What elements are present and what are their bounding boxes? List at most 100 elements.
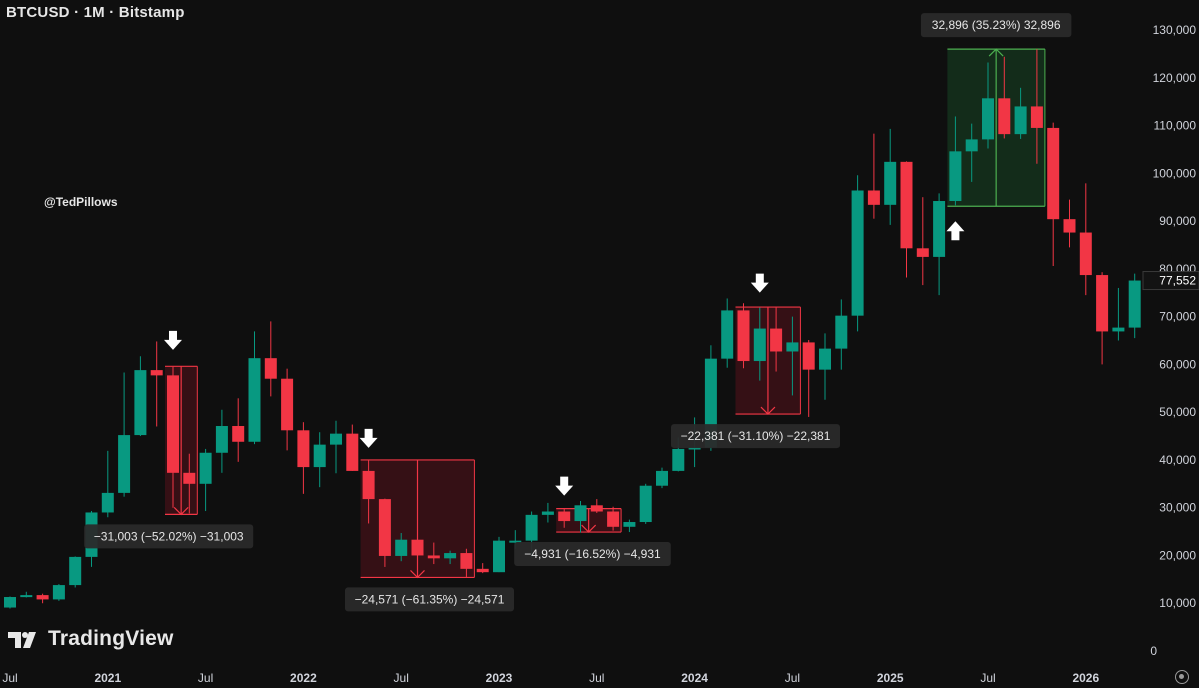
candle-body-2025-05 <box>949 151 962 202</box>
measure-label-0: −31,003 (−52.02%) −31,003 <box>94 529 244 543</box>
candle-body-2024-07 <box>786 342 799 352</box>
measure-label-4: 32,896 (35.23%) 32,896 <box>932 18 1061 32</box>
measure-label-3: −22,381 (−31.10%) −22,381 <box>681 429 831 443</box>
candle-body-2023-08 <box>607 511 620 527</box>
candle-body-2024-10 <box>835 315 848 349</box>
candle-body-2021-08 <box>215 426 228 453</box>
candle-body-2023-01 <box>493 540 505 573</box>
candle-body-2022-10 <box>444 553 457 559</box>
y-tick-label: 40,000 <box>1159 453 1196 467</box>
measure-label-2: −4,931 (−16.52%) −4,931 <box>524 547 661 561</box>
x-tick-label: 2025 <box>877 671 904 685</box>
tradingview-logo-text: TradingView <box>48 627 174 650</box>
candle-body-2021-10 <box>248 358 261 442</box>
candle-body-2023-09 <box>623 522 636 527</box>
arrow-down-icon <box>164 330 182 350</box>
candle-body-2021-12 <box>281 378 294 431</box>
candle-body-2025-11 <box>1047 127 1060 220</box>
chart-title: BTCUSD · 1M · Bitstamp <box>6 4 185 21</box>
measure-label-box-1 <box>345 587 514 612</box>
candle-body-2022-09 <box>427 555 440 559</box>
candle-body-2022-11 <box>460 553 473 569</box>
x-tick-label: 2021 <box>94 671 121 685</box>
x-tick-label: 2026 <box>1072 671 1099 685</box>
y-tick-label: 20,000 <box>1159 548 1196 562</box>
candle-body-2025-04 <box>933 201 946 257</box>
candle-body-2025-07 <box>982 98 994 140</box>
x-tick-label: Jul <box>785 671 800 685</box>
x-tick-label: 2024 <box>681 671 708 685</box>
measure-label-box-0 <box>84 524 254 549</box>
y-tick-label: 70,000 <box>1159 310 1196 324</box>
candle-body-2026-02 <box>1096 275 1109 332</box>
y-tick-label: 30,000 <box>1159 501 1196 515</box>
candle-body-2020-11 <box>69 556 82 586</box>
measure-label-box-2 <box>514 542 671 567</box>
x-tick-label: Jul <box>589 671 604 685</box>
axis-settings-icon[interactable] <box>1175 670 1189 684</box>
candle-body-2025-09 <box>1014 106 1027 135</box>
candle-body-2023-07 <box>590 505 603 512</box>
measure-arrow-head-1 <box>410 570 425 579</box>
y-tick-label: 0 <box>1150 644 1157 658</box>
candle-body-2023-11 <box>656 470 668 486</box>
candle-body-2023-03 <box>525 514 538 541</box>
candle-body-2025-10 <box>1030 106 1043 128</box>
candle-body-2025-12 <box>1063 219 1076 233</box>
candle-body-2020-08 <box>20 595 33 598</box>
candle-body-2021-04 <box>150 370 163 376</box>
tradingview-logo-icon <box>8 632 36 648</box>
last-price-badge <box>1142 271 1199 291</box>
candle-body-2025-08 <box>998 98 1011 135</box>
measure-label-box-3 <box>671 424 840 449</box>
candle-body-2022-04 <box>346 433 359 471</box>
candle-body-2023-05 <box>558 511 571 522</box>
y-tick-label: 90,000 <box>1159 214 1196 228</box>
candle-body-2021-05 <box>167 375 179 473</box>
y-tick-label: 100,000 <box>1153 166 1197 180</box>
arrow-down-icon <box>359 428 378 448</box>
candle-body-2022-08 <box>411 539 424 556</box>
y-tick-label: 60,000 <box>1159 357 1196 371</box>
arrow-down-icon <box>750 273 769 293</box>
candle-body-2022-01 <box>297 430 310 468</box>
candle-body-2026-03 <box>1112 327 1125 332</box>
candle-body-2024-03 <box>721 310 734 359</box>
candle-body-2023-12 <box>672 448 685 471</box>
x-tick-label: Jul <box>2 671 17 685</box>
x-tick-label: Jul <box>198 671 213 685</box>
y-tick-label: 120,000 <box>1153 71 1197 85</box>
candle-body-2022-05 <box>362 470 375 500</box>
candle-body-2021-09 <box>232 426 245 442</box>
candle-body-2020-07 <box>4 597 16 608</box>
x-tick-label: Jul <box>980 671 995 685</box>
candle-body-2024-11 <box>851 190 864 316</box>
candle-body-2021-11 <box>264 358 277 379</box>
y-tick-label: 130,000 <box>1153 23 1197 37</box>
candle-body-2022-12 <box>476 568 489 573</box>
measure-label-1: −24,571 (−61.35%) −24,571 <box>355 592 505 606</box>
measure-arrow-head-4 <box>988 48 1004 57</box>
candle-body-2026-04 <box>1128 280 1141 328</box>
candle-body-2022-07 <box>395 539 408 556</box>
candle-body-2020-09 <box>36 595 49 600</box>
candle-body-2023-10 <box>639 485 652 523</box>
candle-body-2024-12 <box>867 190 880 205</box>
arrow-up-icon <box>946 221 965 241</box>
candle-body-2025-03 <box>916 248 929 257</box>
x-tick-label: 2023 <box>486 671 513 685</box>
y-tick-label: 110,000 <box>1154 119 1197 133</box>
candle-body-2024-01 <box>688 447 701 450</box>
candle-body-2025-06 <box>965 139 978 152</box>
measure-label-box-4 <box>920 13 1072 38</box>
candle-body-2021-07 <box>199 452 212 484</box>
candle-body-2021-01 <box>101 492 114 513</box>
measure-arrow-head-3 <box>760 406 776 415</box>
candle-body-2021-06 <box>183 472 196 484</box>
candle-body-2026-01 <box>1079 232 1092 276</box>
author-watermark: @TedPillows <box>44 195 118 209</box>
candle-body-2024-09 <box>819 348 831 370</box>
candle-body-2022-02 <box>313 444 326 468</box>
measure-arrow-head-2 <box>581 524 597 533</box>
